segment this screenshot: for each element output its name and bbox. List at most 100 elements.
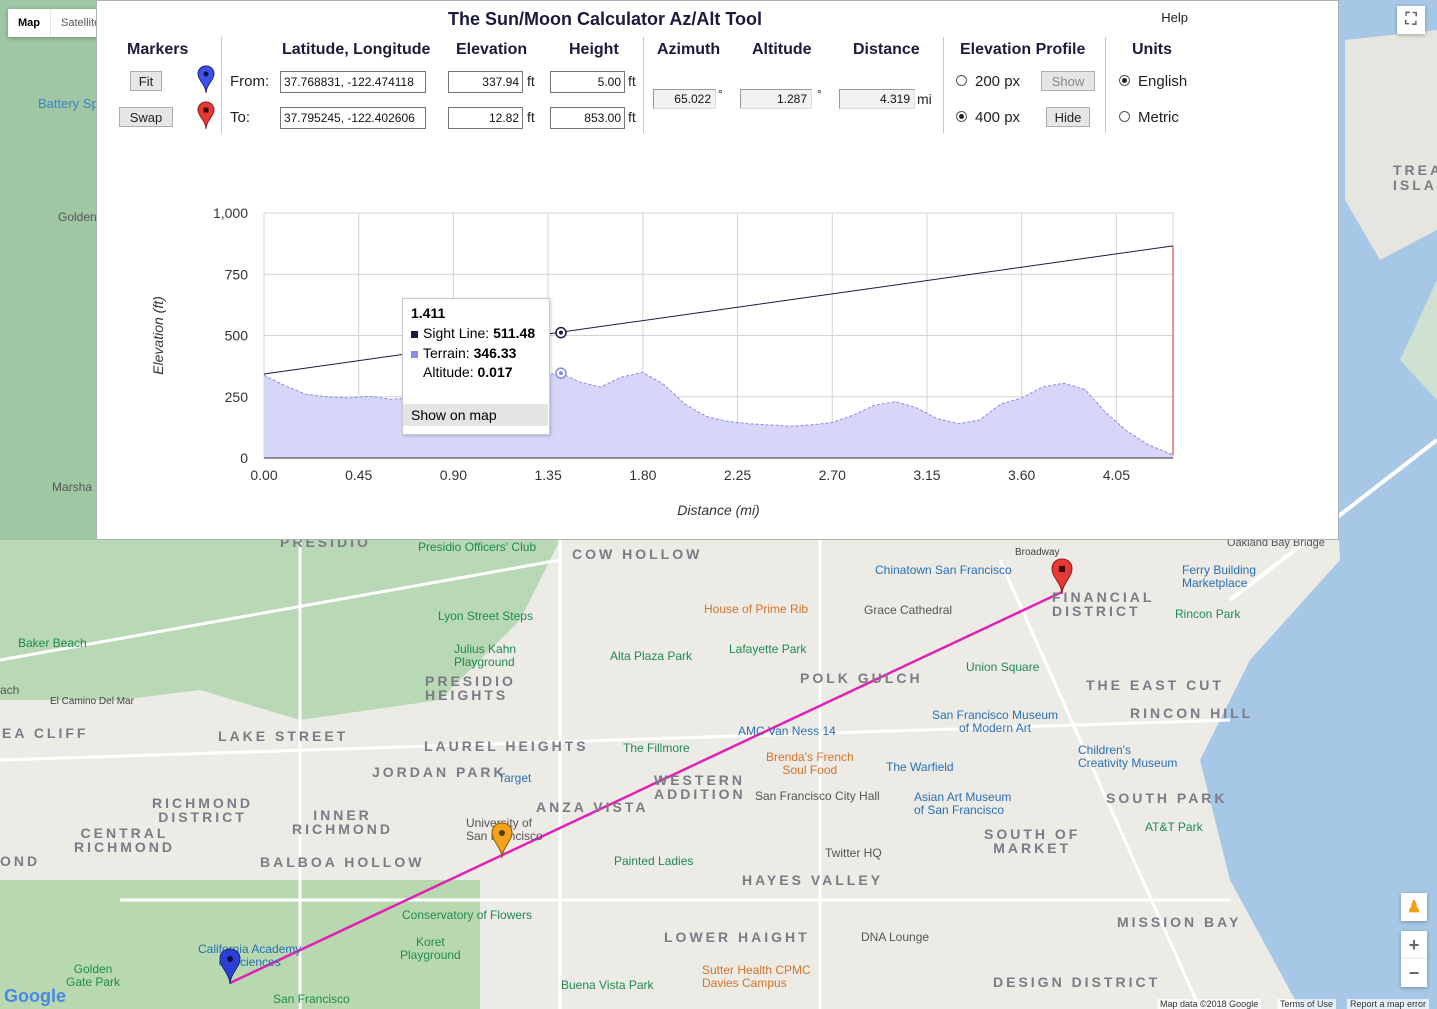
from-height-input[interactable]: 5.00 bbox=[550, 71, 625, 93]
map-label: Alta Plaza Park bbox=[610, 649, 693, 663]
map-label: JORDAN PARK bbox=[372, 764, 507, 780]
markers-header: Markers bbox=[127, 41, 189, 58]
elevation-profile-chart[interactable]: 0 250 500 750 1,000 0.00 0.45 0.90 1.35 1.80 2.25 2… bbox=[97, 1, 1340, 541]
map-label: Rincon Park bbox=[1175, 607, 1241, 621]
map-label: San Francisco bbox=[273, 992, 350, 1006]
elevation-profile-header: Elevation Profile bbox=[960, 41, 1086, 58]
to-elevation-input[interactable]: 12.82 bbox=[448, 107, 523, 129]
azimuth-header: Azimuth bbox=[657, 41, 721, 58]
x-tick-label: 0.90 bbox=[440, 467, 467, 483]
map-type-satellite-button[interactable]: Satellite bbox=[50, 9, 110, 37]
profile-200px-label: 200 px bbox=[975, 73, 1021, 90]
map-label: LAKE STREET bbox=[218, 728, 349, 744]
map-label: Brenda's French Soul Food bbox=[766, 750, 854, 777]
map-label: Battery Sp bbox=[38, 96, 99, 111]
show-on-map-button[interactable]: Show on map bbox=[403, 404, 548, 426]
profile-400px-radio[interactable] bbox=[956, 111, 967, 122]
fit-button[interactable]: Fit bbox=[130, 71, 162, 91]
to-height-input[interactable]: 853.00 bbox=[550, 107, 625, 129]
map-label: Grace Cathedral bbox=[864, 603, 953, 617]
map-label: Sutter Health CPMC Davies Campus bbox=[702, 963, 811, 990]
blue-marker-pin-icon[interactable] bbox=[219, 948, 241, 986]
to-label: To: bbox=[230, 109, 251, 126]
altitude-output: 1.287 bbox=[740, 89, 812, 109]
map-attribution: Map data ©2018 Google bbox=[1157, 999, 1262, 1009]
map-label: POLK GULCH bbox=[800, 670, 923, 686]
english-units-radio[interactable] bbox=[1119, 75, 1130, 86]
height-header: Height bbox=[569, 41, 619, 58]
red-marker-pin-icon[interactable] bbox=[1051, 558, 1073, 596]
map-label: The Fillmore bbox=[623, 741, 690, 755]
map-label: WESTERN ADDITION bbox=[654, 772, 746, 802]
help-link[interactable]: Help bbox=[1161, 10, 1188, 25]
map-label: AT&T Park bbox=[1145, 820, 1203, 834]
tooltip-altitude-label: Altitude: bbox=[423, 364, 474, 380]
map-label: The Warfield bbox=[886, 760, 954, 774]
from-elevation-input[interactable]: 337.94 bbox=[448, 71, 523, 93]
map-label: Children's Creativity Museum bbox=[1078, 743, 1178, 770]
unit-ft: ft bbox=[527, 73, 535, 89]
map-label: Golden Gate Park bbox=[66, 962, 121, 989]
y-tick-label: 750 bbox=[225, 266, 249, 282]
y-tick-label: 250 bbox=[225, 389, 249, 405]
map-label: Marsha bbox=[52, 480, 93, 494]
midpoint-marker-pin-icon[interactable] bbox=[491, 822, 513, 860]
map-label: Golden bbox=[58, 210, 97, 224]
report-map-error-link[interactable]: Report a map error bbox=[1347, 999, 1430, 1009]
from-latlon-input[interactable]: 37.768831, -122.474118 bbox=[280, 71, 426, 93]
units-header: Units bbox=[1132, 41, 1172, 58]
street-view-pegman-icon[interactable]: ♟ bbox=[1401, 893, 1427, 921]
y-axis-label: Elevation (ft) bbox=[150, 296, 166, 375]
map-label: California Academy of Sciences bbox=[198, 942, 302, 969]
profile-200px-radio[interactable] bbox=[956, 75, 967, 86]
from-label: From: bbox=[230, 73, 270, 90]
map-label: AMC Van Ness 14 bbox=[738, 724, 836, 738]
chart-tooltip: 1.411 Sight Line: 511.48 Terrain: 346.33… bbox=[402, 298, 550, 435]
sight-line-swatch bbox=[411, 330, 418, 338]
show-profile-button[interactable]: Show bbox=[1041, 71, 1095, 91]
map-label: MISSION BAY bbox=[1117, 914, 1242, 930]
terrain-hover-dot bbox=[558, 371, 563, 376]
tooltip-terrain-value: 346.33 bbox=[473, 345, 517, 361]
tooltip-terrain: Terrain: 346.33 bbox=[411, 345, 516, 361]
degree-symbol: ° bbox=[718, 87, 723, 101]
profile-400px-label: 400 px bbox=[975, 109, 1021, 126]
to-latlon-input[interactable]: 37.795245, -122.402606 bbox=[280, 107, 426, 129]
distance-unit: mi bbox=[917, 91, 932, 107]
x-tick-label: 3.15 bbox=[913, 467, 940, 483]
swap-button[interactable]: Swap bbox=[119, 107, 173, 127]
map-label: SOUTH OF MARKET bbox=[984, 826, 1081, 856]
y-tick-label: 0 bbox=[240, 450, 248, 466]
map-type-map-button[interactable]: Map bbox=[18, 17, 40, 29]
map-label: PRESIDIO HEIGHTS bbox=[425, 673, 516, 703]
x-tick-label: 4.05 bbox=[1103, 467, 1130, 483]
elevation-header: Elevation bbox=[456, 41, 528, 58]
map-label: Ferry Building Marketplace bbox=[1182, 563, 1257, 590]
unit-ft: ft bbox=[628, 73, 636, 89]
map-label: Conservatory of Flowers bbox=[402, 908, 533, 922]
tooltip-sight-value: 511.48 bbox=[493, 325, 536, 341]
blue-pin-icon bbox=[197, 65, 215, 94]
terms-link[interactable]: Terms of Use bbox=[1277, 999, 1337, 1009]
fullscreen-icon[interactable]: ⛶ bbox=[1397, 6, 1425, 34]
map-label: INNER RICHMOND bbox=[292, 807, 393, 837]
tooltip-altitude: Altitude: 0.017 bbox=[423, 364, 513, 380]
azimuth-output: 65.022 bbox=[653, 89, 716, 109]
map-label: TREA ISLA bbox=[1393, 162, 1437, 193]
map-label: RICHMOND DISTRICT bbox=[152, 795, 253, 825]
english-units-label: English bbox=[1138, 73, 1188, 90]
map-label: Lyon Street Steps bbox=[438, 609, 533, 623]
metric-units-radio[interactable] bbox=[1119, 111, 1130, 122]
x-tick-label: 2.25 bbox=[724, 467, 751, 483]
map-label: Koret Playground bbox=[400, 935, 461, 962]
map-label: DNA Lounge bbox=[861, 930, 930, 944]
map-label: Target bbox=[498, 771, 532, 785]
hide-profile-button[interactable]: Hide bbox=[1046, 107, 1090, 127]
terrain-swatch bbox=[411, 350, 418, 358]
tooltip-sight-line: Sight Line: 511.48 bbox=[411, 325, 535, 341]
x-tick-label: 3.60 bbox=[1008, 467, 1035, 483]
zoom-in-button[interactable]: + bbox=[1401, 931, 1427, 959]
map-label: FINANCIAL DISTRICT bbox=[1052, 589, 1155, 619]
zoom-out-button[interactable]: − bbox=[1401, 959, 1427, 987]
map-label: HAYES VALLEY bbox=[742, 872, 884, 888]
